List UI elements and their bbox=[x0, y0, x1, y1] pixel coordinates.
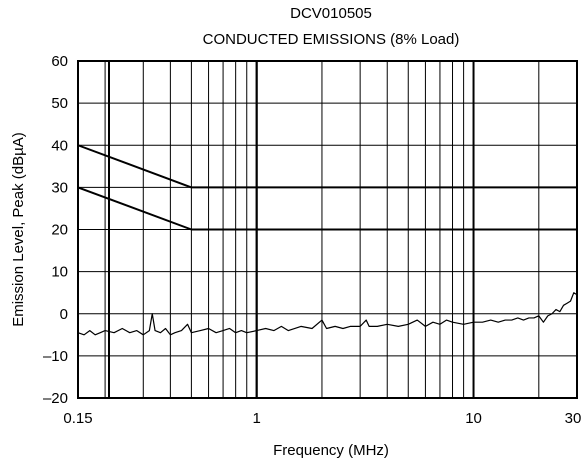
y-tick-label: 30 bbox=[51, 179, 68, 196]
y-tick-label: 40 bbox=[51, 137, 68, 154]
chart-title: DCV010505 bbox=[290, 5, 372, 22]
y-tick-label: 0 bbox=[60, 306, 68, 323]
series-line-3 bbox=[77, 292, 578, 336]
series-line-1 bbox=[77, 144, 577, 189]
plot-area-frame bbox=[77, 60, 578, 399]
x-tick-label: 10 bbox=[465, 410, 482, 427]
x-tick-label: 30 bbox=[565, 410, 582, 427]
chart-subtitle: CONDUCTED EMISSIONS (8% Load) bbox=[203, 31, 460, 48]
y-tick-label: 10 bbox=[51, 264, 68, 281]
y-axis-label: Emission Level, Peak (dBµA) bbox=[10, 132, 27, 327]
y-tick-label: 60 bbox=[51, 53, 68, 70]
x-tick-label: 1 bbox=[253, 410, 261, 427]
series-layer bbox=[77, 144, 578, 336]
series-line-2 bbox=[77, 186, 577, 231]
y-tick-label: –20 bbox=[43, 390, 68, 407]
y-tick-label: 20 bbox=[51, 222, 68, 239]
x-axis-label: Frequency (MHz) bbox=[273, 442, 389, 459]
y-tick-label: 50 bbox=[51, 95, 68, 112]
y-tick-label: –10 bbox=[43, 348, 68, 365]
x-tick-label: 0.15 bbox=[63, 410, 92, 427]
tick-labels: –20 –10 0 10 20 30 40 50 60 0.15 1 10 30 bbox=[43, 53, 581, 427]
